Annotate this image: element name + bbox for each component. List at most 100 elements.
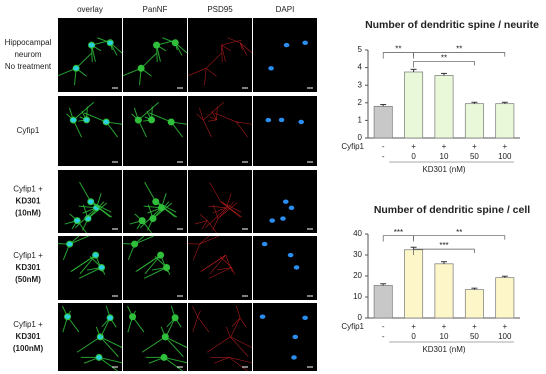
neurite xyxy=(235,121,248,138)
neurite xyxy=(206,220,217,234)
x-tick-label: 0 xyxy=(411,332,416,341)
nucleus xyxy=(268,66,274,71)
micrograph xyxy=(58,303,123,372)
neurite xyxy=(100,317,111,338)
x-tick-label: 10 xyxy=(440,332,449,341)
neurite xyxy=(217,201,235,219)
chart-title: Number of dendritic spine / neurite xyxy=(365,19,539,31)
neurite xyxy=(75,207,97,229)
neurite xyxy=(206,336,231,353)
x-axis-label: KD301 (nM) xyxy=(422,345,465,354)
soma xyxy=(152,198,160,206)
nucleus xyxy=(259,314,266,319)
row-label: Cyfip1 + xyxy=(13,185,43,194)
neurite xyxy=(148,112,172,123)
soma xyxy=(171,314,179,322)
micrograph xyxy=(253,236,317,300)
neurite xyxy=(100,336,123,348)
y-tick-label: 2 xyxy=(358,98,363,107)
neurite xyxy=(163,357,183,372)
micrograph xyxy=(253,303,317,371)
nucleus xyxy=(87,199,94,204)
x-row-value: + xyxy=(472,142,477,151)
neurite xyxy=(187,68,207,76)
micrograph xyxy=(123,170,187,234)
neurite xyxy=(193,243,200,260)
nucleus xyxy=(73,66,79,71)
neurite xyxy=(228,357,253,364)
neurite xyxy=(83,112,107,123)
neurite xyxy=(197,310,201,317)
neurite xyxy=(90,201,112,213)
neurite xyxy=(192,305,198,317)
column-header: PSD95 xyxy=(207,5,233,14)
neurite xyxy=(214,112,237,123)
nucleus xyxy=(98,265,105,270)
error-bar xyxy=(441,261,447,264)
soma xyxy=(129,313,137,321)
nucleus xyxy=(70,117,77,123)
x-row-value: + xyxy=(472,322,477,331)
nucleus xyxy=(278,117,285,123)
neurite xyxy=(98,356,123,364)
row-label: KD301 xyxy=(16,263,41,272)
x-row-value: + xyxy=(442,322,447,331)
row-label: Cyfip1 + xyxy=(13,320,43,329)
image-bg xyxy=(188,170,252,233)
neurite xyxy=(79,181,92,202)
image-bg xyxy=(58,96,122,166)
x-tick-label: - xyxy=(382,152,385,161)
neurite xyxy=(204,68,207,86)
soma xyxy=(157,251,165,259)
neurite xyxy=(209,254,226,275)
image-bg xyxy=(188,96,252,166)
x-row-value: - xyxy=(382,322,385,331)
error-bar xyxy=(410,68,417,72)
neurite xyxy=(90,201,111,218)
nucleus xyxy=(103,119,109,125)
micrograph xyxy=(253,170,317,233)
micrograph xyxy=(187,235,252,300)
neurite xyxy=(239,317,247,328)
row-label: Cyfip1 xyxy=(17,126,40,135)
neurite xyxy=(230,336,253,348)
nucleus xyxy=(302,315,308,320)
neurite xyxy=(212,207,227,214)
bar xyxy=(495,103,515,139)
neurite xyxy=(231,267,236,275)
neurite xyxy=(221,45,226,62)
error-bar xyxy=(471,101,478,104)
neurite xyxy=(209,116,217,121)
micrograph xyxy=(122,18,188,92)
y-tick-label: 1 xyxy=(358,116,363,125)
error-bar xyxy=(380,104,387,107)
bar xyxy=(373,285,393,319)
neurite xyxy=(199,107,204,121)
neurite xyxy=(143,267,167,279)
micrograph xyxy=(57,235,122,300)
bar xyxy=(404,249,424,319)
x-tick-label: 10 xyxy=(440,152,449,161)
error-bar xyxy=(501,101,508,104)
neurite xyxy=(216,267,232,271)
soma xyxy=(131,240,139,248)
neurite xyxy=(208,119,217,122)
neurite xyxy=(164,336,184,357)
nucleus xyxy=(298,119,304,125)
significance-label: ** xyxy=(395,45,401,54)
row-label: (10nM) xyxy=(15,209,41,218)
x-axis-label: KD301 (nM) xyxy=(422,165,465,174)
row-label: Cyfip1 + xyxy=(13,251,43,260)
nucleus xyxy=(92,252,99,258)
neurite xyxy=(98,357,118,372)
neurite xyxy=(199,235,210,245)
image-bg xyxy=(123,96,187,166)
soma xyxy=(163,263,171,271)
neurite xyxy=(91,39,113,46)
neurite xyxy=(155,201,176,218)
neurite xyxy=(79,254,96,275)
significance-label: *** xyxy=(394,228,403,237)
y-tick-label: 5 xyxy=(358,45,363,54)
image-bg xyxy=(253,18,317,92)
